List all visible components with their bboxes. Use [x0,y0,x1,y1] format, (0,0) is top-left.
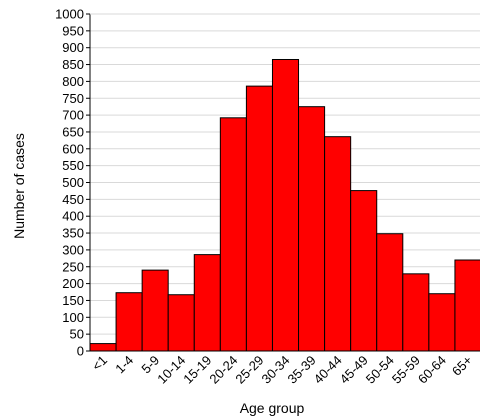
bar-20-24 [219,117,247,352]
y-tick-label: 1000 [55,7,84,22]
y-tick-label: 750 [62,91,84,106]
x-tick-label: 20-24 [206,353,240,387]
bar-1-4 [115,292,143,352]
bar-60-64 [428,293,456,352]
bar-45-49 [350,190,378,352]
y-tick-label: 450 [62,192,84,207]
y-tick-label: 550 [62,158,84,173]
bar-40-44 [324,136,352,352]
x-tick-label: 30-34 [259,353,293,387]
y-tick-label: 500 [62,175,84,190]
x-tick-label: 15-19 [180,353,214,387]
bar-65+ [454,259,480,352]
y-tick-label: 950 [62,23,84,38]
y-tick-label: 900 [62,40,84,55]
axes [89,13,480,352]
bar-15-19 [193,254,221,352]
x-tick-label: 50-54 [363,353,397,387]
y-tick-label: 100 [62,310,84,325]
bar-55-59 [402,273,430,352]
y-tick-labels: 0501001502002503003504004505005506006507… [55,7,84,359]
x-tick-label: 40-44 [311,353,345,387]
y-tick-label: 350 [62,226,84,241]
y-tick-label: 650 [62,124,84,139]
x-axis-title: Age group [240,400,305,416]
x-tick-label: 60-64 [415,353,449,387]
bars [89,58,480,352]
x-tick-label: <1 [89,353,110,374]
x-tick-label: 65+ [449,353,475,379]
y-tick-label: 850 [62,57,84,72]
y-tick-label: 200 [62,276,84,291]
x-tick-label: 1-4 [112,353,136,377]
y-tick-label: 300 [62,242,84,257]
y-tick-label: 150 [62,293,84,308]
y-tick-label: 400 [62,209,84,224]
bar-25-29 [245,85,273,352]
x-tick-label: 25-29 [232,353,266,387]
x-tick-label: 35-39 [285,353,319,387]
bar-35-39 [298,106,326,352]
x-tick-labels: <1 1-4 5-910-1415-1920-2425-2930-3435-3940… [89,353,475,387]
bar-<1 [89,343,117,352]
x-tick-label: 55-59 [389,353,423,387]
y-tick-label: 700 [62,108,84,123]
y-tick-label: 250 [62,259,84,274]
y-tick-label: 800 [62,74,84,89]
y-tick-label: 600 [62,141,84,156]
y-tick-label: 0 [77,344,84,359]
x-tick-label: 45-49 [337,353,371,387]
bar-5-9 [141,269,169,352]
bar-50-54 [376,233,404,352]
y-tick-label: 50 [70,327,84,342]
bar-30-34 [271,58,300,352]
y-axis-title: Number of cases [11,133,27,239]
x-tick-label: 10-14 [154,353,188,387]
bar-10-14 [167,294,195,352]
